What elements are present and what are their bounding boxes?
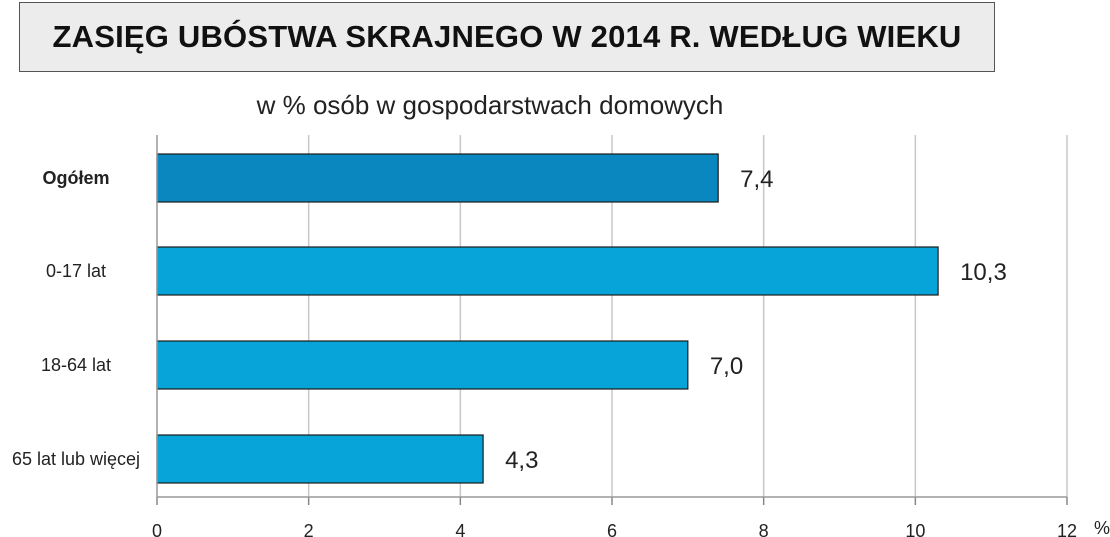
category-label: 18-64 lat [41, 355, 111, 375]
chart-title: ZASIĘG UBÓSTWA SKRAJNEGO W 2014 R. WEDŁU… [52, 19, 962, 54]
bars [156, 153, 939, 484]
x-tick-label: 8 [759, 521, 769, 537]
x-tick-label: 0 [152, 521, 162, 537]
value-label: 10,3 [960, 259, 1007, 286]
category-label: 65 lat lub więcej [12, 449, 140, 469]
chart-subtitle: w % osób w gospodarstwach domowych [256, 90, 724, 120]
bar [156, 340, 689, 390]
bar [156, 246, 939, 296]
chart-title-box: ZASIĘG UBÓSTWA SKRAJNEGO W 2014 R. WEDŁU… [19, 2, 995, 72]
bar [156, 434, 484, 484]
x-tick-label: 4 [455, 521, 465, 537]
x-unit-label: % [1094, 518, 1110, 537]
category-labels: Ogółem 0-17 lat 18-64 lat 65 lat lub więcej [12, 168, 140, 469]
value-labels: 7,4 10,3 7,0 4,3 [505, 166, 1007, 474]
value-label: 7,0 [710, 353, 743, 380]
x-tick-label: 10 [905, 521, 925, 537]
x-tick-label: 12 [1057, 521, 1077, 537]
x-tick-label: 6 [607, 521, 617, 537]
bar [156, 153, 719, 203]
x-tick-label: 2 [304, 521, 314, 537]
value-label: 7,4 [740, 166, 773, 193]
category-label: Ogółem [42, 168, 109, 188]
x-axis: 0 2 4 6 8 10 12 [152, 135, 1077, 537]
category-label: 0-17 lat [46, 261, 106, 281]
value-label: 4,3 [505, 447, 538, 474]
